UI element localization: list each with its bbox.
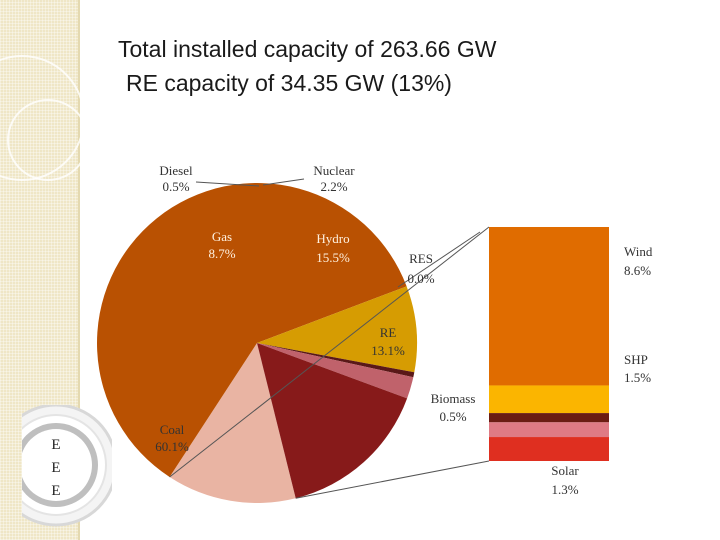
strip-edge [78, 0, 80, 540]
connector-line-bottom [295, 460, 490, 499]
label-hydro-value: 15.5% [316, 250, 350, 265]
label-nuclear-name: Nuclear [313, 163, 355, 178]
breakdown-segment-solar [489, 437, 609, 461]
leader-line-res [397, 231, 481, 288]
pie-slice-re [169, 343, 296, 504]
badge-letter-2: E [51, 460, 61, 476]
label-gas-name: Gas [212, 229, 232, 244]
pie-slice-diesel [257, 343, 415, 378]
breakdown-segment-wind [489, 227, 609, 386]
breakdown-segment-shp [489, 385, 609, 414]
label-wind-name: Wind [624, 244, 653, 259]
label-nuclear-value: 2.2% [320, 179, 347, 194]
breakdown-segment-biomass [489, 413, 609, 423]
pie-slice-nuclear [257, 343, 414, 399]
label-biomass-value: 0.5% [439, 409, 466, 424]
pie-slice-gas [257, 286, 418, 373]
label-shp-name: SHP [624, 352, 648, 367]
slide-title-line-1: Total installed capacity of 263.66 GW [118, 36, 497, 62]
label-re-value: 13.1% [371, 343, 405, 358]
label-hydro-name: Hydro [316, 231, 349, 246]
ee-badge [22, 405, 112, 527]
pie-slice-coal [97, 183, 407, 478]
badge-letter-3: E [51, 483, 61, 499]
decorative-circles [0, 55, 80, 181]
badge-letter-1: E [51, 437, 61, 453]
label-re-name: RE [380, 325, 397, 340]
label-diesel-name: Diesel [159, 163, 193, 178]
label-coal-name: Coal [160, 422, 185, 437]
connector-line-top [169, 226, 490, 478]
slide-title-line-2: RE capacity of 34.35 GW (13%) [126, 70, 452, 96]
label-biomass-name: Biomass [431, 391, 476, 406]
pie-slice-hydro [257, 343, 408, 499]
label-gas-value: 8.7% [208, 246, 235, 261]
leader-line-diesel [195, 181, 260, 187]
label-coal-value: 60.1% [155, 439, 189, 454]
label-res-name: RES [409, 251, 433, 266]
left-decorative-strip [0, 0, 78, 540]
label-res-value: 0.0% [407, 271, 434, 286]
label-shp-value: 1.5% [624, 370, 651, 385]
label-solar-name: Solar [551, 463, 579, 478]
breakdown-segment-re_pink [489, 422, 609, 438]
label-wind-value: 8.6% [624, 263, 651, 278]
label-diesel-value: 0.5% [162, 179, 189, 194]
leader-line-nuclear [262, 178, 305, 186]
label-solar-value: 1.3% [551, 482, 578, 497]
